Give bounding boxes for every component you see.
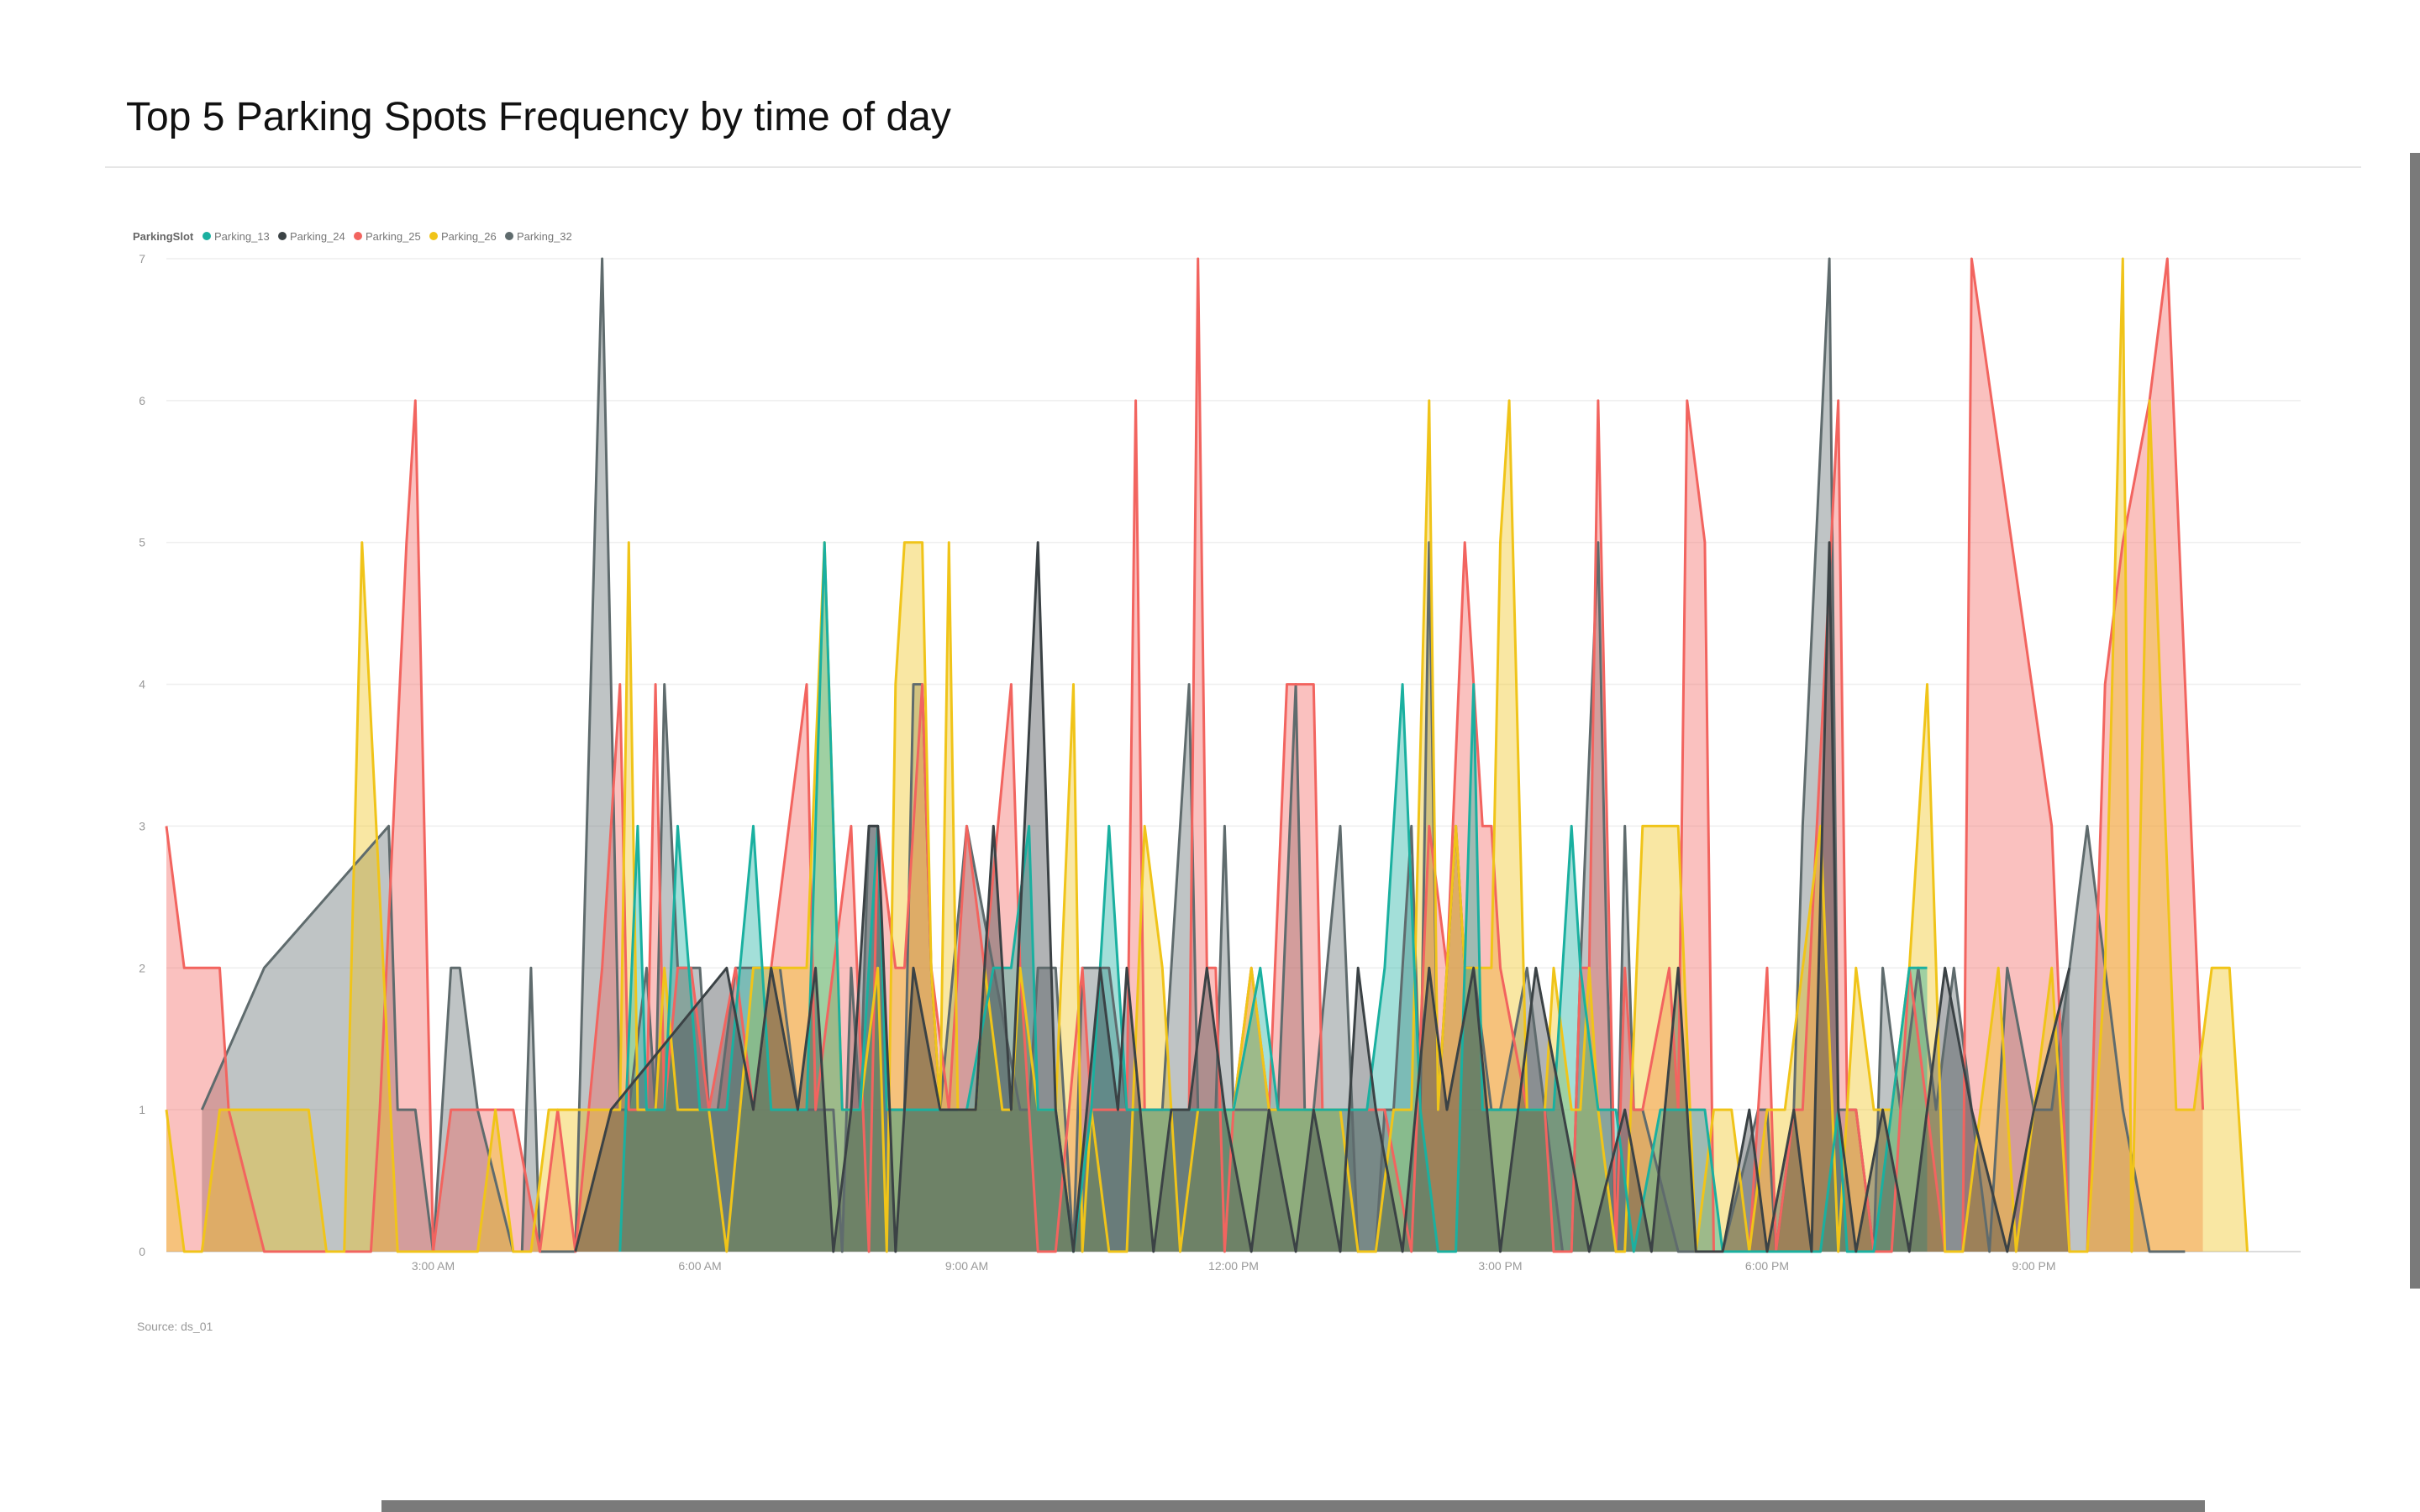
legend-label-parking-26[interactable]: Parking_26 — [441, 230, 497, 243]
y-tick-label: 7 — [139, 252, 145, 265]
source-note: Source: ds_01 — [137, 1320, 213, 1333]
legend-marker-parking-32 — [505, 232, 513, 240]
legend-label-parking-25[interactable]: Parking_25 — [366, 230, 421, 243]
legend-marker-parking-26 — [429, 232, 438, 240]
legend-label-parking-32[interactable]: Parking_32 — [517, 230, 572, 243]
y-axis: 0 1 2 3 4 5 6 7 — [139, 252, 145, 1258]
line-parking-13 — [618, 541, 1928, 1253]
page-title: Top 5 Parking Spots Frequency by time of… — [126, 95, 951, 139]
legend-marker-parking-13 — [203, 232, 211, 240]
y-tick-label: 0 — [139, 1245, 145, 1258]
y-tick-label: 4 — [139, 678, 145, 691]
x-tick-label: 6:00 AM — [678, 1259, 721, 1273]
legend-label-parking-24[interactable]: Parking_24 — [290, 230, 345, 243]
horizontal-scrollbar[interactable] — [381, 1500, 2205, 1512]
y-tick-label: 6 — [139, 394, 145, 407]
legend-marker-parking-25 — [354, 232, 362, 240]
x-tick-label: 12:00 PM — [1208, 1259, 1259, 1273]
title-divider — [105, 166, 2361, 168]
line-parking-24 — [574, 541, 2071, 1253]
y-tick-label: 2 — [139, 961, 145, 974]
legend-label-parking-13[interactable]: Parking_13 — [214, 230, 270, 243]
y-tick-label: 5 — [139, 536, 145, 549]
x-axis: 3:00 AM 6:00 AM 9:00 AM 12:00 PM 3:00 PM 6:00… — [412, 1259, 2056, 1273]
legend-marker-parking-24 — [278, 232, 287, 240]
area-parking-26 — [166, 259, 2248, 1252]
y-tick-label: 1 — [139, 1103, 145, 1116]
legend-title: ParkingSlot — [133, 230, 194, 243]
x-tick-label: 9:00 PM — [2012, 1259, 2055, 1273]
vertical-scrollbar[interactable] — [2410, 153, 2420, 1289]
x-tick-label: 3:00 AM — [412, 1259, 455, 1273]
x-tick-label: 9:00 AM — [945, 1259, 988, 1273]
x-tick-label: 6:00 PM — [1745, 1259, 1789, 1273]
x-tick-label: 3:00 PM — [1478, 1259, 1522, 1273]
series-lines — [165, 257, 2249, 1253]
y-tick-label: 3 — [139, 819, 145, 832]
legend: ParkingSlot Parking_13 Parking_24 Parking_2… — [133, 230, 572, 243]
